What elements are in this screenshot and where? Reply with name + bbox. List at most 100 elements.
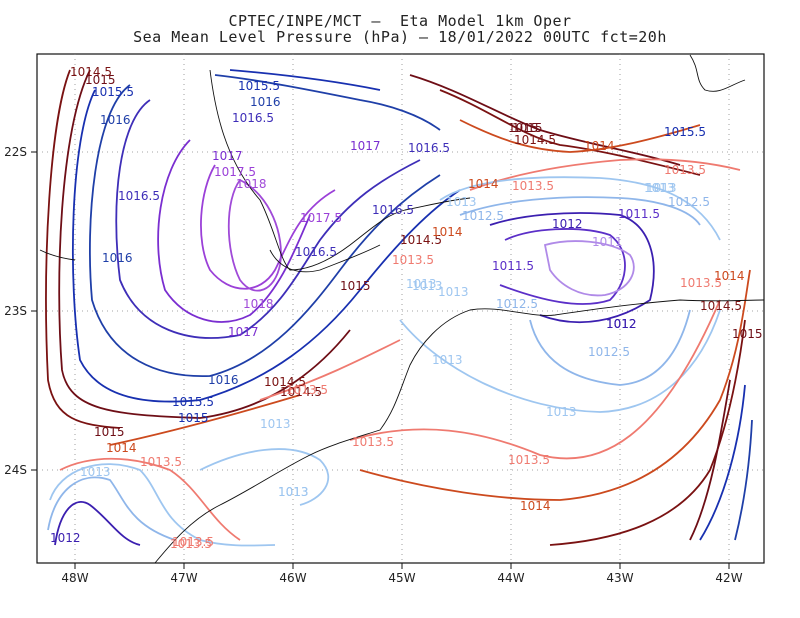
contour-label-1018: 1018 [243, 297, 274, 311]
contour-label-1012: 1012 [606, 317, 637, 331]
contour-label-1011.5: 1011.5 [492, 259, 534, 273]
y-tick-label: 24S [4, 463, 27, 477]
isobar-1015-north [409, 74, 681, 166]
contour-label-1014.5: 1014.5 [70, 65, 112, 79]
contour-label-1015.5: 1015.5 [172, 395, 214, 409]
isobar-1014-south [109, 394, 301, 446]
contour-label-1016: 1016 [250, 95, 281, 109]
contour-label-1015: 1015 [85, 73, 116, 87]
contour-label-1012.5: 1012.5 [462, 209, 504, 223]
contour-label-1013.5: 1013.5 [512, 179, 554, 193]
contour-label-1013: 1013 [432, 353, 463, 367]
y-axis-labels: 22S 23S 24S [4, 145, 27, 477]
isobar-1012.5-center [459, 196, 701, 226]
contour-label-1015: 1015 [340, 279, 371, 293]
isobar-1015.5-se [699, 384, 746, 541]
contour-label-1013.5: 1013.5 [392, 253, 434, 267]
contour-label-1014.5: 1014.5 [700, 299, 742, 313]
contour-label-1013.5: 1013.5 [140, 455, 182, 469]
contour-label-1013: 1013 [260, 417, 291, 431]
contour-label-1013.5: 1013.5 [664, 163, 706, 177]
isobar-1015 [58, 69, 351, 419]
x-axis-labels: 48W 47W 46W 45W 44W 43W 42W [61, 571, 742, 585]
x-tick-label: 47W [170, 571, 197, 585]
isobar-1013-center [439, 176, 721, 241]
contour-label-1017.5: 1017.5 [214, 165, 256, 179]
contour-label-1014: 1014 [106, 441, 137, 455]
contour-label-1016: 1016 [100, 113, 131, 127]
contour-label-1015.5: 1015.5 [664, 125, 706, 139]
contour-label-1013: 1013 [278, 485, 309, 499]
isobar-lines [45, 69, 753, 547]
contour-label-1013: 1013 [80, 465, 111, 479]
isobar-1015-se [689, 379, 731, 541]
map-title: CPTEC/INPE/MCT – Eta Model 1km Oper [228, 12, 572, 30]
isobar-1016 [89, 84, 441, 377]
contour-label-1016.5: 1016.5 [408, 141, 450, 155]
x-tick-label: 42W [715, 571, 742, 585]
contour-label-1014: 1014 [520, 499, 551, 513]
contour-label-1013.5: 1013.5 [286, 383, 328, 397]
contour-label-1013: 1013 [278, 485, 309, 499]
isobar-1012.5-south [529, 309, 691, 386]
map-frame [36, 53, 765, 564]
isobar-1012.5-sw [47, 476, 176, 541]
contour-label-1016.5: 1016.5 [118, 189, 160, 203]
contour-label-1017: 1017 [350, 139, 381, 153]
isobar-1014.5 [45, 69, 121, 429]
contour-label-1013: 1013 [438, 285, 469, 299]
isobar-1011.5-center [499, 228, 626, 305]
isobar-1016-north [214, 74, 441, 131]
contour-label-1012.5: 1012.5 [588, 345, 630, 359]
contour-label-1012.5: 1012.5 [668, 195, 710, 209]
isobar-1018 [227, 178, 282, 292]
isobar-1014-se [359, 269, 751, 501]
contour-label-1013: 1013 [412, 279, 443, 293]
contour-label-1014: 1014 [584, 139, 615, 153]
contour-label-1012.5: 1012.5 [496, 297, 538, 311]
coastline-north [209, 69, 471, 271]
island-nw [39, 249, 76, 261]
contour-label-1014: 1014 [714, 269, 745, 283]
isobar-1013-south [399, 309, 721, 413]
contour-label-1016.5: 1016.5 [295, 245, 337, 259]
isobar-1014.5-north [439, 89, 701, 176]
isobar-1012-sw [54, 501, 141, 546]
x-tick-label: 44W [497, 571, 524, 585]
x-tick-label: 48W [61, 571, 88, 585]
contour-label-1015: 1015 [732, 327, 763, 341]
contour-label-1015: 1015 [94, 425, 125, 439]
x-tick-label: 45W [388, 571, 415, 585]
contour-label-1014.5: 1014.5 [264, 375, 306, 389]
contour-label-1016.5: 1016.5 [372, 203, 414, 217]
y-tick-label: 23S [4, 304, 27, 318]
isobar-1016.5 [115, 99, 421, 339]
isobar-1016-se [734, 419, 753, 541]
contour-label-1015.5: 1015 [178, 411, 209, 425]
contour-label-1011: 1011 [592, 235, 623, 249]
contour-label-1015: 1015 [508, 121, 539, 135]
contour-label-1014.5: 1014.5 [280, 385, 322, 399]
contour-label-1013: 1013 [406, 277, 437, 291]
contour-label-1015.5: 1015.5 [238, 79, 280, 93]
contour-label-1013.5: 1013.5 [680, 276, 722, 290]
isobar-1017 [157, 139, 311, 323]
contour-label-1014: 1014 [432, 225, 463, 239]
isobar-1013.5-north [469, 158, 741, 191]
x-tick-label: 46W [279, 571, 306, 585]
isobar-1013.5-sw [59, 457, 241, 541]
isobar-1013-sw [49, 463, 276, 547]
island-ne [689, 54, 746, 92]
contour-label-1017.5: 1017.5 [300, 211, 342, 225]
map-subtitle: Sea Mean Level Pressure (hPa) – 18/01/20… [133, 28, 667, 46]
contour-label-1014.5: 1014.5 [514, 133, 556, 147]
contour-label-1016.5: 1016.5 [232, 111, 274, 125]
x-tick-label: 43W [606, 571, 633, 585]
contour-label-1017: 1017 [212, 149, 243, 163]
isobar-1011-center [543, 240, 635, 297]
isobar-1012-center [489, 212, 655, 324]
graticule [37, 54, 764, 563]
isobar-1014.5-se [549, 319, 746, 546]
contour-label-1013.5: 1013.5 [508, 453, 550, 467]
isobar-1013.5-south [259, 339, 401, 401]
